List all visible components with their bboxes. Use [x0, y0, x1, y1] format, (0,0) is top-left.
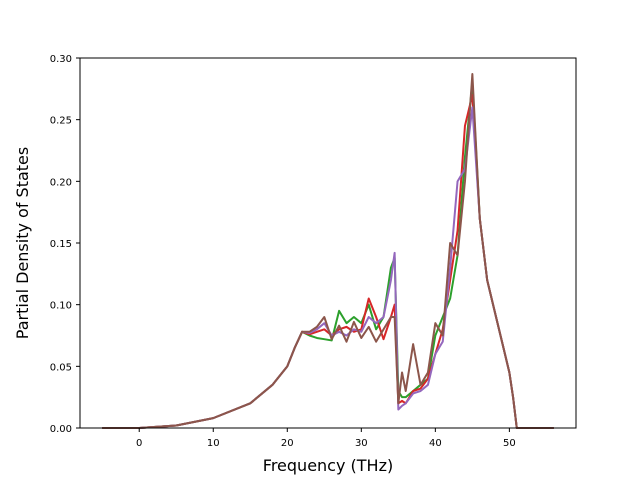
x-tick-label: 20: [281, 438, 294, 449]
x-tick-label: 10: [207, 438, 220, 449]
series-line-2: [102, 94, 554, 429]
series-lines: [102, 73, 554, 429]
x-tick-label: 30: [355, 438, 368, 449]
y-tick-label: 0.15: [50, 239, 72, 250]
x-tick-label: 0: [136, 438, 142, 449]
x-axis-label: Frequency (THz): [263, 456, 393, 475]
x-axis-ticks: 0 10 20 30 40 50: [136, 428, 516, 449]
y-axis-ticks: 0.00 0.05 0.10 0.15 0.20 0.25 0.30: [50, 54, 80, 435]
y-tick-label: 0.25: [50, 116, 72, 127]
series-line-1: [102, 81, 554, 429]
x-tick-label: 40: [429, 438, 442, 449]
y-tick-label: 0.10: [50, 301, 72, 312]
y-tick-label: 0.00: [50, 424, 72, 435]
y-tick-label: 0.05: [50, 362, 72, 373]
y-tick-label: 0.20: [50, 177, 72, 188]
plot-frame: [79, 57, 577, 429]
x-tick-label: 50: [503, 438, 516, 449]
series-line-4: [102, 73, 554, 429]
y-axis-label: Partial Density of States: [13, 147, 32, 339]
y-tick-label: 0.30: [50, 54, 72, 65]
